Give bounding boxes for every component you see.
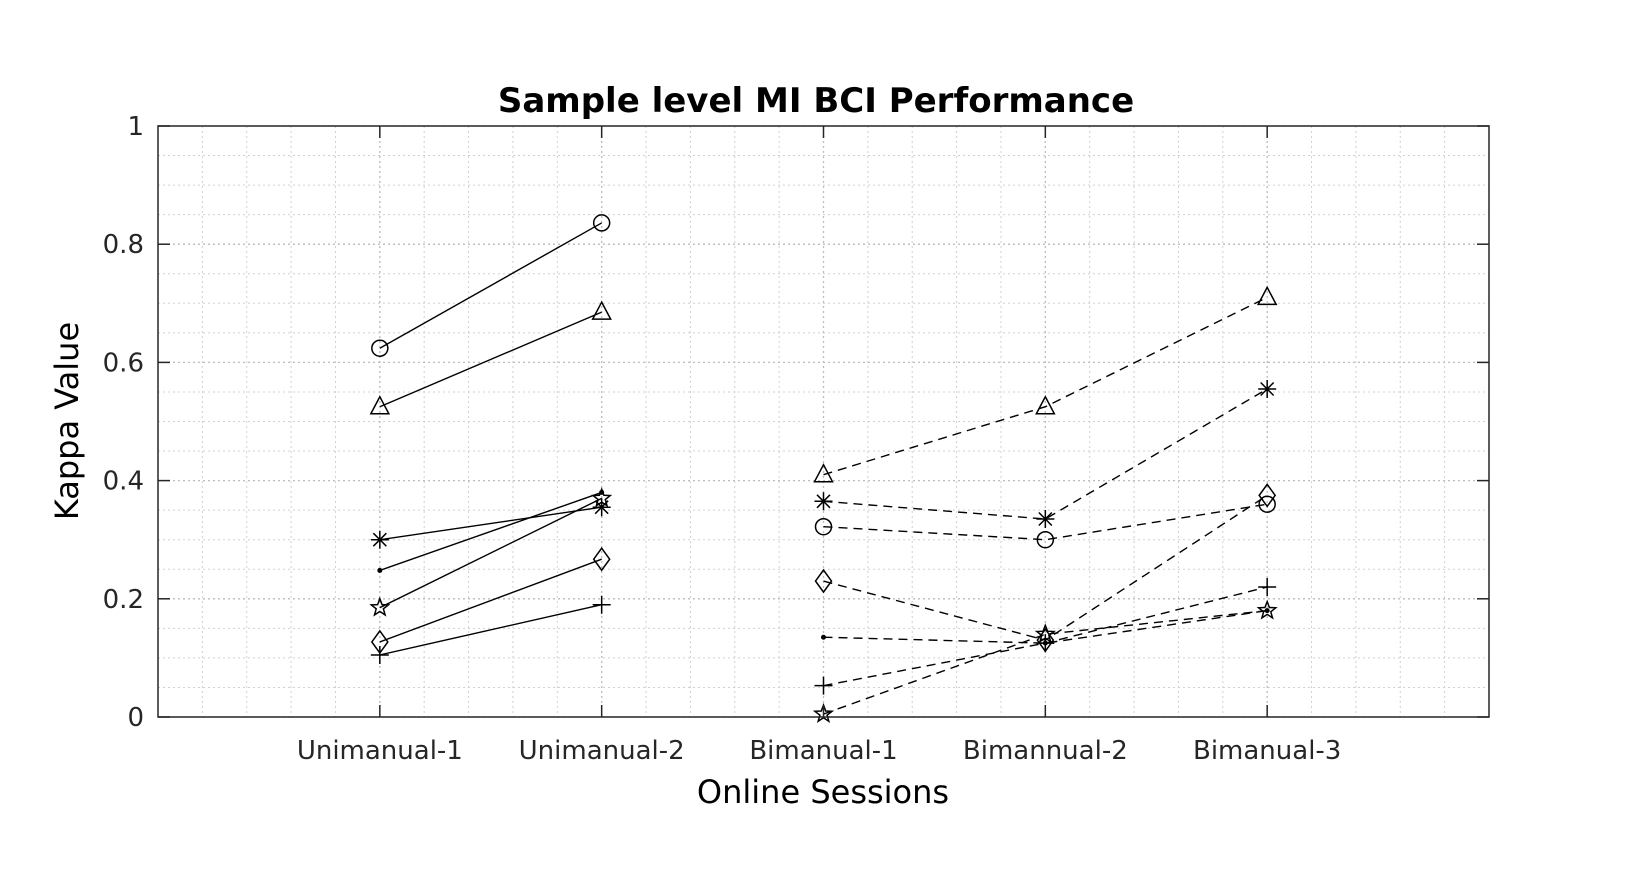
asterisk-marker: [592, 498, 611, 517]
series-dot-solid: [377, 489, 605, 573]
series-group: [369, 214, 1278, 724]
chart-title: Sample level MI BCI Performance: [498, 81, 1134, 121]
y-tick-label: 0.4: [103, 467, 144, 497]
triangle-marker: [1256, 285, 1278, 306]
series-line: [379, 558, 602, 643]
x-tick-label: Unimanual-1: [297, 736, 463, 766]
series-line: [379, 604, 602, 656]
circle-marker: [1258, 495, 1276, 513]
dot-marker: [377, 567, 383, 573]
series-line: [379, 497, 602, 609]
x-tick-label: Bimanual-3: [1193, 736, 1341, 766]
series-pentagram-solid: [369, 487, 613, 617]
y-axis-label: Kappa Value: [48, 322, 86, 520]
y-tick-label: 0.8: [103, 230, 144, 260]
plus-marker: [370, 645, 389, 664]
series-pentagram-dashed: [812, 599, 1278, 724]
pentagram-marker: [369, 596, 391, 617]
series-triangle-dashed: [813, 285, 1278, 483]
series-plus-dashed: [814, 577, 1277, 695]
x-tick-label: Bimanual-1: [749, 736, 897, 766]
asterisk-marker: [1258, 379, 1277, 398]
ticks: 0 0.2 0.4 0.6 0.8 1 Unimanual-1 Unimanual-2 Bima…: [103, 112, 1489, 766]
plus-marker: [814, 676, 833, 695]
series-line: [379, 222, 603, 349]
y-tick-label: 0.2: [103, 585, 144, 615]
asterisk-marker: [370, 530, 389, 549]
grid: [157, 125, 1490, 718]
series-line: [379, 506, 602, 541]
diamond-marker: [592, 546, 611, 572]
asterisk-marker: [814, 492, 833, 511]
circle-marker: [1036, 530, 1055, 549]
circle-marker: [592, 214, 611, 232]
dot-marker: [821, 634, 826, 640]
pentagram-marker: [591, 487, 613, 508]
triangle-marker: [813, 463, 834, 483]
y-tick-label: 1: [127, 112, 144, 142]
series-line: [379, 311, 602, 408]
pentagram-marker: [812, 702, 835, 724]
asterisk-marker: [1036, 510, 1055, 529]
y-tick-label: 0.6: [103, 348, 144, 378]
series-diamond-solid: [370, 546, 611, 655]
plus-marker: [592, 595, 611, 614]
triangle-marker: [591, 300, 612, 320]
series-plus-solid: [370, 595, 611, 664]
x-tick-label: Unimanual-2: [519, 736, 685, 766]
series-circle-dashed: [814, 495, 1276, 549]
x-tick-label: Bimannual-2: [963, 736, 1128, 766]
series-line: [823, 609, 1268, 715]
triangle-marker: [1035, 395, 1056, 415]
series-line: [823, 388, 1268, 520]
series-line: [823, 296, 1268, 476]
pentagram-marker: [1034, 623, 1056, 644]
series-line: [379, 491, 602, 572]
pentagram-marker: [1256, 599, 1278, 620]
x-axis-label: Online Sessions: [697, 773, 949, 811]
diamond-marker: [1258, 483, 1277, 508]
series-circle-solid: [371, 214, 611, 357]
series-triangle-solid: [369, 300, 612, 415]
plus-marker: [1036, 634, 1055, 653]
circle-marker: [371, 339, 389, 357]
diamond-marker: [814, 568, 833, 594]
plus-marker: [1258, 577, 1277, 596]
series-asterisk-dashed: [814, 379, 1277, 529]
y-tick-label: 0: [127, 703, 144, 733]
series-asterisk-solid: [370, 498, 611, 549]
circle-marker: [814, 517, 833, 536]
triangle-marker: [369, 395, 391, 415]
